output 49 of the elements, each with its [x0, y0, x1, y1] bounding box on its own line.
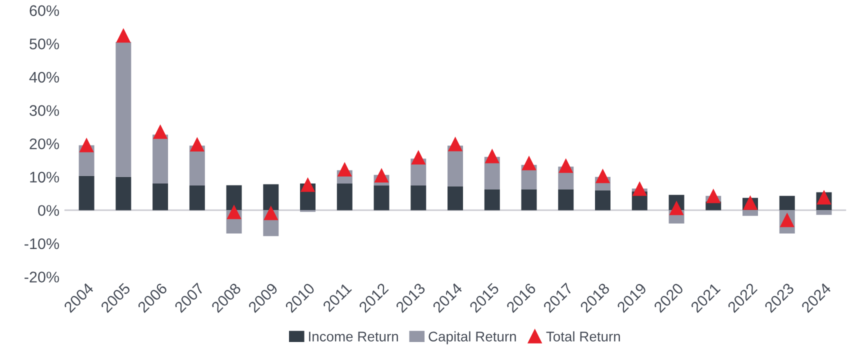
bar: [448, 186, 464, 210]
bar: [78, 176, 94, 210]
bar: [521, 189, 537, 210]
y-tick-label: -10%: [24, 238, 60, 250]
point: [558, 158, 574, 173]
bar: [558, 189, 574, 210]
bar: [374, 186, 390, 210]
point: [632, 181, 647, 196]
bar: [263, 184, 279, 210]
legend-label: Income Return: [309, 332, 398, 342]
point: [522, 156, 536, 170]
bar: [816, 210, 832, 215]
bar: [595, 190, 610, 210]
point: [411, 150, 426, 165]
bar: [742, 210, 758, 216]
legend-label: Capital Return: [428, 331, 516, 344]
bar: [336, 184, 352, 210]
point: [153, 124, 168, 139]
point: [448, 136, 463, 152]
y-tick-label: 60%: [30, 5, 60, 16]
bar: [779, 196, 795, 210]
point: [226, 204, 242, 220]
bar: [152, 134, 168, 184]
point: [79, 138, 94, 152]
point: [484, 148, 500, 164]
y-tick-label: 50%: [30, 38, 60, 50]
point: [706, 188, 721, 204]
bar: [189, 186, 205, 210]
point: [116, 28, 131, 43]
bar: [484, 189, 500, 210]
y-tick-label: 20%: [30, 138, 60, 150]
point: [190, 136, 204, 152]
point: [374, 168, 389, 183]
point: [337, 162, 352, 177]
point: [264, 206, 278, 220]
legend-label: Total Return: [546, 331, 620, 342]
y-tick-label: 30%: [30, 105, 60, 116]
bar: [410, 186, 426, 210]
bar: [152, 184, 168, 210]
y-tick-label: 40%: [29, 72, 60, 83]
bar: [116, 42, 132, 177]
point: [669, 200, 684, 216]
y-tick-label: -20%: [24, 272, 60, 282]
point: [300, 177, 316, 192]
point: [595, 168, 610, 184]
bar: [226, 185, 242, 210]
y-tick-label: 0%: [38, 205, 60, 216]
bar: [116, 176, 132, 210]
y-tick-label: 10%: [30, 172, 60, 183]
